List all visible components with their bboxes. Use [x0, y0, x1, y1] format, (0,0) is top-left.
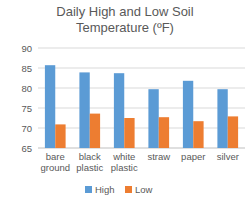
y-tick-label: 85: [21, 63, 32, 74]
x-tick-label: straw: [147, 151, 170, 162]
bar: [193, 121, 203, 148]
x-tick-label: paper: [181, 151, 205, 162]
x-tick-label: blackplastic: [76, 151, 103, 173]
bar: [55, 124, 65, 148]
y-tick-label: 70: [21, 123, 32, 134]
bar: [159, 117, 169, 148]
legend-swatch: [125, 186, 132, 193]
x-tick-label: silver: [217, 151, 239, 162]
grid-line: [38, 148, 245, 149]
grid-line: [38, 48, 245, 49]
y-tick-label: 80: [21, 83, 32, 94]
grid-line: [38, 128, 245, 129]
x-tick-label: whiteplastic: [111, 151, 138, 173]
grid-line: [38, 88, 245, 89]
x-tick-label: bareground: [40, 151, 70, 173]
legend-swatch: [85, 186, 92, 193]
grid-line: [38, 108, 245, 109]
bar: [114, 73, 124, 148]
legend-label: High: [95, 184, 115, 195]
y-tick-label: 90: [21, 43, 32, 54]
chart-title: Daily High and Low SoilTemperature (ºF): [56, 4, 193, 35]
bar: [124, 118, 134, 148]
legend-label: Low: [135, 184, 153, 195]
bar: [45, 65, 55, 148]
bar: [90, 114, 100, 148]
legend: High Low: [85, 184, 153, 195]
bar: [217, 89, 227, 148]
y-tick-label: 75: [21, 103, 32, 114]
grid-line: [38, 68, 245, 69]
chart-root: Daily High and Low SoilTemperature (ºF) 6…: [0, 0, 250, 200]
bars: [45, 65, 238, 148]
bar: [228, 116, 238, 148]
bar: [183, 81, 193, 148]
bar: [79, 72, 89, 148]
bar: [148, 89, 158, 148]
y-tick-label: 65: [21, 143, 32, 154]
